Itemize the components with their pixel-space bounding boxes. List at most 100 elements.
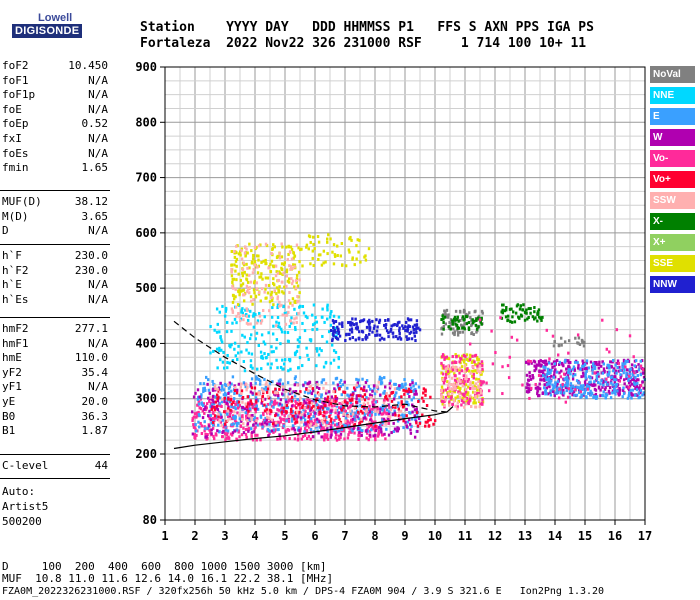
echo-point [407,387,411,391]
echo-point [307,234,311,238]
echo-point [381,408,384,412]
echo-point [285,245,288,249]
echo-point [259,415,263,419]
echo-point [210,428,213,432]
echo-point [440,385,444,389]
param-label: h`F2 [2,263,29,277]
echo-point [315,349,319,353]
echo-point [415,407,418,411]
echo-point [217,389,220,393]
echo-point [357,426,360,430]
echo-point [404,383,407,387]
echo-point [308,400,311,404]
echo-point [476,364,479,368]
echo-point [380,380,383,384]
echo-point [372,422,376,426]
echo-point [298,428,301,432]
echo-point [225,320,229,324]
echo-point [203,427,207,431]
echo-point [263,342,267,346]
echo-point [224,428,228,432]
legend-item-sse: SSE [650,255,695,272]
echo-point [536,319,539,323]
echo-point [291,416,294,420]
echo-point [454,353,457,357]
echo-point [349,412,353,416]
echo-point [528,374,531,378]
param-value: 36.3 [81,409,109,423]
echo-point [379,422,383,426]
echo-point [284,409,287,413]
echo-point [617,361,621,365]
echo-point [240,419,243,423]
echo-point [261,395,264,399]
echo-point [459,318,462,322]
echo-point [281,313,284,317]
echo-point [511,315,514,319]
y-tick-label: 200 [135,447,157,461]
echo-point [547,377,551,381]
echo-point [634,393,637,397]
echo-point [538,387,542,391]
echo-point [464,387,468,391]
echo-point [359,428,362,432]
echo-point [283,311,287,315]
echo-point [309,262,312,266]
echo-point [641,393,644,397]
echo-point [276,366,279,370]
echo-point [253,386,257,390]
echo-point [554,391,557,395]
echo-point [369,387,372,391]
echo-point [288,392,292,396]
echo-point [465,322,469,326]
echo-point [298,260,301,264]
echo-point [230,307,234,311]
echo-point [562,388,565,392]
echo-point [195,433,198,437]
echo-point [326,240,329,244]
param-label: foF1 [2,73,29,87]
echo-point [311,323,315,327]
echo-point [387,412,391,416]
echo-point [390,391,393,395]
param-label: hmF2 [2,322,29,335]
echo-point [295,406,298,410]
echo-point [442,381,446,385]
echo-point [545,378,548,382]
echo-point [365,431,369,435]
echo-point [529,307,532,311]
echo-point [266,408,269,412]
echo-point [212,421,215,425]
echo-point [525,360,528,364]
echo-point [272,277,275,281]
echo-point [339,385,343,389]
echo-point [220,400,224,404]
echo-point [454,369,457,373]
echo-point [601,318,604,322]
echo-point [276,437,279,441]
echo-point [337,422,341,426]
echo-point [448,395,451,399]
echo-point [336,253,339,257]
echo-point [614,392,617,396]
echo-point [251,405,255,409]
echo-point [368,318,371,322]
echo-point [232,422,236,426]
echo-point [395,429,399,433]
echo-point [283,261,286,265]
echo-point [238,293,241,297]
echo-point [440,399,444,403]
echo-point [230,417,234,421]
echo-point [358,398,361,402]
echo-point [263,352,266,356]
param-separator [0,190,110,191]
echo-point [323,320,326,324]
echo-point [389,384,393,388]
echo-point [392,397,396,401]
echo-point [278,256,282,260]
echo-point [506,319,509,323]
echo-point [459,323,463,327]
echo-point [253,419,256,423]
echo-point [440,363,443,367]
echo-point [468,311,471,315]
